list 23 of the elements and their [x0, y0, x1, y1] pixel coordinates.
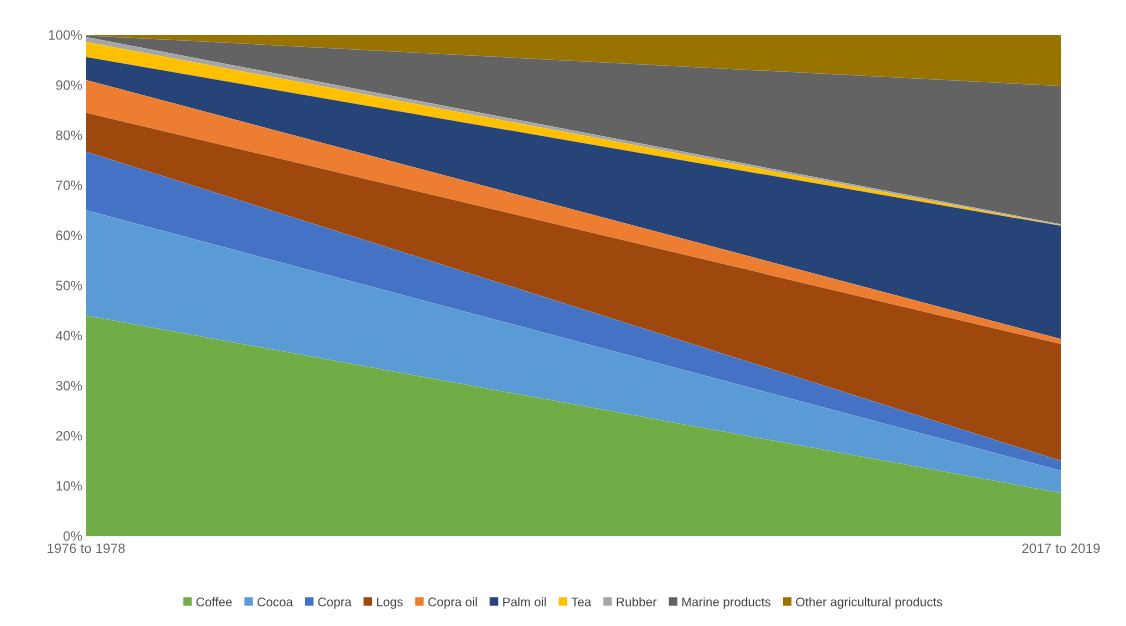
legend-label: Copra oil [428, 597, 477, 609]
x-tick-label: 1976 to 1978 [47, 543, 125, 554]
legend-label: Coffee [196, 597, 232, 607]
y-tick-label: 50% [56, 280, 82, 291]
y-tick-label: 30% [55, 380, 82, 391]
y-tick-label: 70% [56, 180, 82, 191]
legend-label: Tea [571, 597, 592, 607]
legend-label: Palm oil [503, 597, 546, 607]
y-tick-label: 20% [56, 431, 82, 441]
y-tick-label: 0% [63, 531, 82, 541]
y-tick-label: 80% [56, 130, 82, 140]
legend-label: Cocoa [257, 597, 294, 607]
y-tick-label: 10% [56, 481, 82, 491]
x-tick-label: 2017 to 2019 [1022, 543, 1100, 554]
legend-label: Logs [377, 597, 403, 609]
y-tick-label: 100% [48, 30, 82, 40]
y-tick-label: 90% [56, 80, 82, 90]
y-tick-label: 40% [55, 330, 82, 341]
legend-label: Copra [318, 597, 352, 609]
y-tick-label: 60% [56, 230, 82, 241]
legend-label: Rubber [616, 597, 657, 607]
legend-label: Other agricultural products [796, 597, 943, 609]
legend-label: Marine products [682, 597, 771, 609]
